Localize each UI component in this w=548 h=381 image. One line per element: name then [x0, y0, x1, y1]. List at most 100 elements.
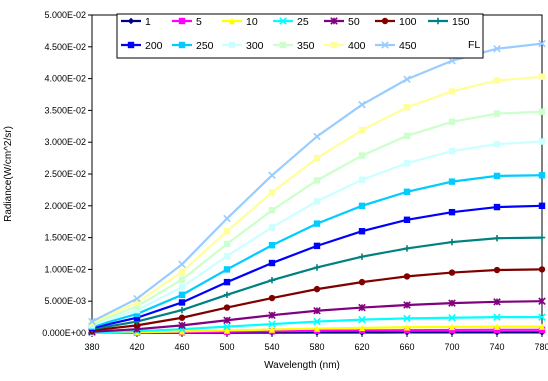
data-point-10 — [223, 327, 231, 334]
data-point-250 — [268, 242, 276, 249]
data-point-300 — [133, 306, 141, 314]
y-tick-label: 4.000E-02 — [44, 74, 86, 84]
series-group — [88, 39, 546, 337]
legend-item-10: 10 — [222, 16, 258, 28]
data-point-200 — [268, 259, 276, 267]
data-point-250 — [133, 310, 141, 318]
data-point-150 — [223, 291, 231, 299]
legend-swatch-marker — [228, 41, 236, 49]
data-point-100 — [133, 322, 141, 329]
legend-swatch-marker — [127, 17, 135, 25]
data-point-350 — [493, 110, 501, 117]
legend-label: 400 — [348, 40, 366, 52]
data-point-150 — [403, 245, 411, 252]
legend-label: 300 — [246, 40, 264, 52]
data-point-250 — [493, 172, 501, 180]
data-point-400 — [223, 228, 231, 235]
x-tick-label: 620 — [354, 342, 369, 352]
legend-item-200: 200 — [121, 40, 163, 52]
legend-label: 250 — [196, 40, 214, 52]
data-point-250 — [403, 188, 411, 196]
data-point-200 — [448, 208, 456, 216]
legend-label: 450 — [399, 40, 417, 52]
data-point-100 — [403, 273, 411, 280]
data-point-400 — [133, 299, 141, 306]
data-point-50 — [268, 311, 276, 319]
data-point-10 — [313, 325, 321, 332]
data-point-400 — [313, 154, 321, 162]
legend-swatch-marker — [178, 17, 186, 25]
data-point-250 — [178, 291, 186, 299]
data-point-450 — [133, 294, 141, 303]
data-point-250 — [448, 178, 456, 185]
data-point-100 — [538, 266, 546, 273]
y-axis-title: Radiance(W/cm^2/sr) — [3, 126, 14, 222]
legend-item-150: 150 — [428, 16, 470, 28]
legend-swatch-marker — [279, 17, 287, 25]
data-point-10 — [358, 324, 366, 332]
data-point-50 — [223, 316, 231, 325]
legend-item-250: 250 — [172, 40, 214, 52]
data-point-350 — [133, 303, 141, 310]
data-point-450 — [313, 132, 321, 141]
data-point-300 — [223, 252, 231, 260]
data-point-200 — [538, 202, 546, 209]
data-point-50 — [448, 299, 456, 307]
data-point-400 — [448, 88, 456, 95]
legend-label: 100 — [399, 16, 417, 28]
data-point-300 — [493, 140, 501, 148]
data-point-10 — [448, 323, 456, 331]
legend-item-300: 300 — [222, 40, 264, 52]
legend-swatch-marker — [434, 17, 442, 25]
y-tick-label: 5.000E-02 — [44, 10, 86, 20]
series-400 — [88, 73, 546, 327]
data-point-300 — [268, 224, 276, 231]
data-point-400 — [178, 268, 186, 276]
data-point-10 — [403, 324, 411, 331]
legend-swatch-marker — [178, 41, 186, 49]
data-point-250 — [313, 220, 321, 227]
legend-swatch-marker — [127, 41, 135, 49]
data-point-450 — [538, 39, 546, 48]
data-point-450 — [223, 214, 231, 223]
data-point-400 — [403, 104, 411, 111]
x-axis-title: Wavelength (nm) — [264, 360, 340, 371]
legend-label: 25 — [297, 16, 309, 28]
y-tick-label: 4.500E-02 — [44, 42, 86, 52]
data-point-300 — [403, 159, 411, 167]
data-point-400 — [358, 126, 366, 134]
legend: FL 1 5 10 25 50 100 150 200 250 300 350 400 450 — [116, 13, 484, 59]
legend-item-400: 400 — [324, 40, 366, 52]
data-point-450 — [493, 44, 501, 53]
x-tick-label: 700 — [444, 342, 459, 352]
data-point-450 — [178, 260, 186, 269]
data-point-100 — [268, 294, 276, 302]
series-150 — [88, 234, 546, 333]
x-tick-label: 780 — [534, 342, 548, 352]
legend-label: 150 — [452, 16, 470, 28]
y-axis: 0.000E+00 5.000E-03 1.000E-02 1.500E-02 2.00… — [42, 10, 92, 338]
data-point-25 — [493, 313, 501, 321]
data-point-150 — [493, 235, 501, 242]
data-point-100 — [448, 269, 456, 276]
data-point-350 — [313, 177, 321, 184]
data-point-300 — [178, 284, 186, 291]
x-tick-label: 420 — [129, 342, 144, 352]
legend-swatch-marker — [381, 17, 389, 25]
x-tick-label: 660 — [399, 342, 414, 352]
legend-swatch-marker — [381, 41, 389, 49]
data-point-400 — [268, 189, 276, 196]
y-tick-label: 2.500E-02 — [44, 169, 86, 179]
data-point-200 — [223, 278, 231, 286]
data-point-450 — [88, 317, 96, 326]
data-point-300 — [538, 138, 546, 145]
legend-label: 5 — [196, 16, 202, 28]
y-tick-label: 5.000E-03 — [44, 296, 86, 306]
data-point-100 — [223, 304, 231, 311]
data-point-350 — [268, 207, 276, 214]
data-point-100 — [358, 278, 366, 286]
x-tick-label: 500 — [219, 342, 234, 352]
data-point-200 — [493, 203, 501, 211]
data-point-400 — [538, 73, 546, 80]
y-tick-label: 0.000E+00 — [42, 328, 86, 338]
